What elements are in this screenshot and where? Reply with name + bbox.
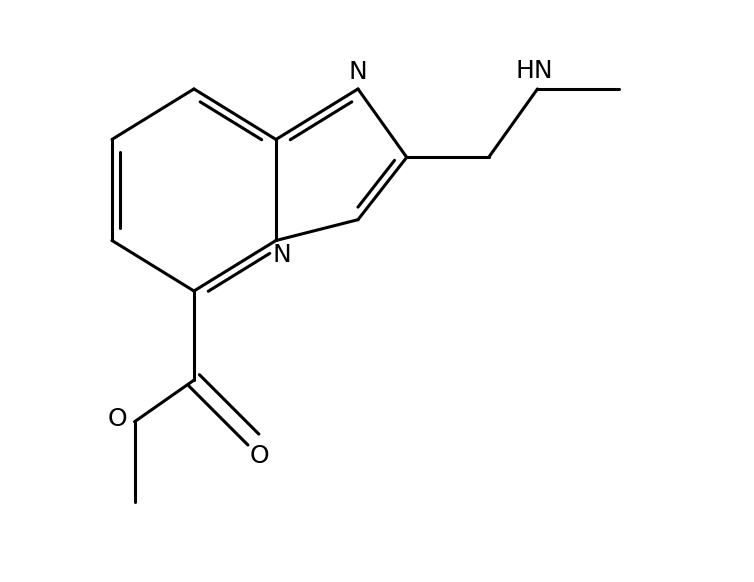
Text: N: N: [348, 61, 367, 84]
Text: O: O: [250, 444, 269, 468]
Text: N: N: [272, 243, 291, 267]
Text: O: O: [108, 407, 127, 431]
Text: HN: HN: [516, 59, 553, 83]
